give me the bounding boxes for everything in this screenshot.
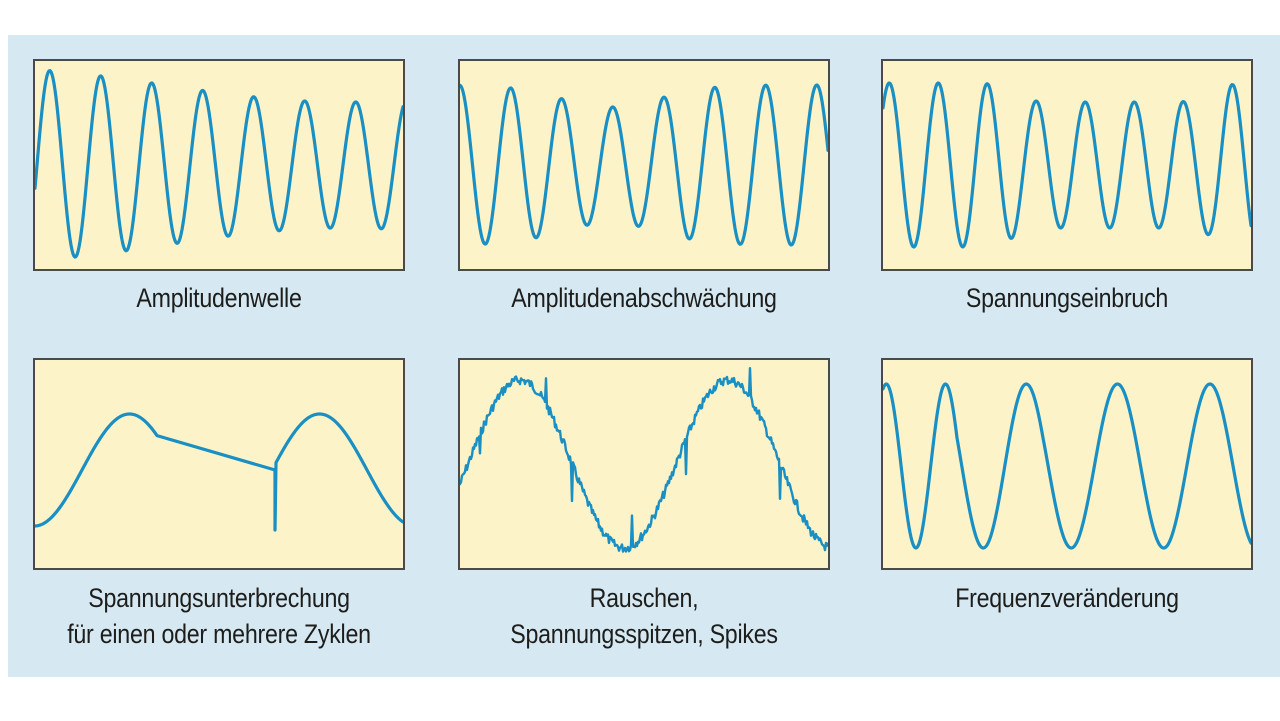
- plot-amplitude-wave: [33, 59, 405, 271]
- caption-line: Spannungsspitzen, Spikes: [510, 619, 778, 649]
- caption-line: Frequenzveränderung: [955, 583, 1179, 613]
- caption-frequency-change: Frequenzveränderung: [890, 580, 1244, 616]
- waveform-voltage-dip: [883, 81, 1251, 249]
- caption-voltage-dip: Spannungseinbruch: [890, 280, 1244, 316]
- power-quality-figure: Amplitudenwelle Amplitudenabschwächung S…: [8, 35, 1280, 677]
- caption-line: Spannungsunterbrechung: [88, 583, 350, 613]
- waveform-amplitude-wave: [35, 69, 403, 259]
- caption-line: Amplitudenwelle: [136, 283, 302, 313]
- plot-voltage-dip: [881, 59, 1253, 271]
- plot-frequency-change: [881, 358, 1253, 570]
- waveform-amplitude-attenuation: [460, 83, 828, 247]
- plot-voltage-interruption: [33, 358, 405, 570]
- caption-amplitude-wave: Amplitudenwelle: [42, 280, 396, 316]
- caption-voltage-interruption: Spannungsunterbrechung für einen oder me…: [42, 580, 396, 652]
- caption-line: Spannungseinbruch: [965, 283, 1169, 313]
- waveform-frequency-change: [883, 382, 1251, 550]
- caption-line: Amplitudenabschwächung: [511, 283, 777, 313]
- caption-line: für einen oder mehrere Zyklen: [67, 619, 371, 649]
- caption-line: Rauschen,: [589, 583, 699, 613]
- plot-noise-spikes: [458, 358, 830, 570]
- caption-amplitude-attenuation: Amplitudenabschwächung: [467, 280, 821, 316]
- caption-noise-spikes: Rauschen, Spannungsspitzen, Spikes: [467, 580, 821, 652]
- waveform-noise-spikes: [460, 366, 828, 553]
- plot-amplitude-attenuation: [458, 59, 830, 271]
- waveform-voltage-interruption: [35, 412, 403, 532]
